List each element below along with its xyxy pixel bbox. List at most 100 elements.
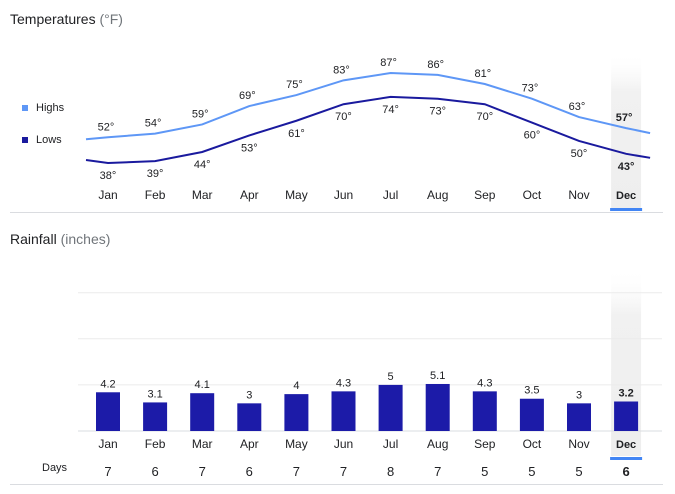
legend-lows: Lows: [22, 134, 62, 146]
rain-bar-dec: [614, 401, 639, 431]
low-label-apr: 53°: [241, 142, 258, 154]
rain-bar-apr: [237, 403, 262, 431]
rainfall-divider: [10, 484, 663, 485]
rain-value-nov: 3: [576, 389, 582, 401]
days-label: Days: [42, 462, 68, 474]
rain-bar-jan: [96, 392, 120, 431]
low-label-jun: 70°: [335, 111, 352, 123]
temp-month-tab-nov: Nov: [568, 188, 589, 202]
rain-month-tab-jun: Jun: [334, 437, 353, 451]
temp-selected-indicator: [610, 208, 643, 211]
low-label-jan: 38°: [100, 170, 117, 182]
high-label-feb: 54°: [145, 118, 162, 130]
rain-days-dec: 6: [622, 464, 629, 479]
temp-month-tab-oct: Oct: [523, 188, 542, 202]
temperatures-title-text: Temperatures: [10, 11, 96, 27]
rain-value-may: 4: [293, 380, 299, 392]
rain-days-jan: 7: [104, 464, 111, 479]
rain-month-tab-oct: Oct: [523, 437, 542, 451]
rainfall-title-text: Rainfall: [10, 231, 57, 247]
rain-value-sep: 4.3: [477, 377, 492, 389]
high-label-aug: 86°: [427, 59, 444, 71]
rain-days-aug: 7: [434, 464, 441, 479]
rain-days-jun: 7: [340, 464, 347, 479]
rain-month-tab-may: May: [285, 437, 308, 451]
temp-month-tab-dec: Dec: [616, 190, 636, 202]
low-label-jul: 74°: [382, 104, 399, 116]
temp-month-tab-jan: Jan: [98, 188, 117, 202]
rain-month-tab-apr: Apr: [240, 437, 259, 451]
temp-month-tab-jun: Jun: [334, 188, 353, 202]
high-label-mar: 59°: [192, 108, 209, 120]
low-label-oct: 60°: [524, 130, 541, 142]
high-label-jul: 87°: [380, 57, 397, 69]
high-label-oct: 73°: [522, 83, 539, 95]
temperatures-unit: (°F): [99, 11, 123, 27]
rain-days-jul: 8: [387, 464, 394, 479]
temperatures-title: Temperatures (°F): [10, 11, 123, 27]
rain-days-apr: 6: [246, 464, 253, 479]
rain-value-oct: 3.5: [524, 385, 539, 397]
rain-value-jun: 4.3: [336, 377, 351, 389]
rain-month-tab-aug: Aug: [427, 437, 448, 451]
rain-month-tab-sep: Sep: [474, 437, 496, 451]
rain-month-tab-jan: Jan: [98, 437, 117, 451]
temp-month-tab-sep: Sep: [474, 188, 496, 202]
rain-month-tab-dec: Dec: [616, 439, 636, 451]
rain-value-apr: 3: [246, 389, 252, 401]
low-label-feb: 39°: [147, 168, 164, 180]
rain-month-tab-nov: Nov: [568, 437, 589, 451]
lows-line: [85, 95, 651, 165]
rain-bar-nov: [567, 403, 591, 431]
legend-lows-label: Lows: [36, 134, 62, 146]
legend-highs-label: Highs: [36, 102, 65, 114]
low-label-nov: 50°: [571, 148, 588, 160]
rain-value-jul: 5: [388, 371, 394, 383]
rainfall-title: Rainfall (inches): [10, 231, 110, 247]
rainfall-unit: (inches): [60, 231, 111, 247]
temp-month-tab-mar: Mar: [192, 188, 213, 202]
high-label-dec: 57°: [616, 112, 633, 124]
rain-bar-jul: [378, 384, 403, 431]
high-label-apr: 69°: [239, 90, 256, 102]
highs-swatch: [22, 105, 28, 112]
rain-bar-sep: [472, 391, 497, 431]
rain-bar-oct: [519, 398, 544, 431]
rain-bar-aug: [425, 383, 450, 431]
highs-line: [85, 71, 651, 141]
high-label-jun: 83°: [333, 64, 350, 76]
rain-value-dec: 3.2: [618, 387, 633, 399]
low-label-may: 61°: [288, 128, 305, 140]
temperature-divider: [10, 212, 663, 213]
rain-month-tab-mar: Mar: [192, 437, 213, 451]
rain-days-may: 7: [293, 464, 300, 479]
temp-month-tab-feb: Feb: [145, 188, 166, 202]
low-label-aug: 73°: [429, 106, 446, 118]
rain-bar-mar: [190, 393, 215, 431]
temp-month-tab-aug: Aug: [427, 188, 448, 202]
rain-days-nov: 5: [575, 464, 582, 479]
rain-value-feb: 3.1: [147, 388, 162, 400]
low-label-sep: 70°: [476, 111, 493, 123]
rain-selected-indicator: [610, 457, 643, 460]
high-label-nov: 63°: [569, 101, 586, 113]
high-label-sep: 81°: [474, 68, 491, 80]
rain-bar-feb: [143, 402, 168, 431]
temp-month-tab-apr: Apr: [240, 188, 259, 202]
temp-month-tab-jul: Jul: [383, 188, 398, 202]
rain-value-mar: 4.1: [195, 379, 210, 391]
high-label-jan: 52°: [98, 121, 115, 133]
rain-bar-may: [284, 394, 309, 431]
lows-swatch: [22, 137, 28, 144]
high-label-may: 75°: [286, 79, 303, 91]
rain-days-oct: 5: [528, 464, 535, 479]
rain-days-feb: 6: [151, 464, 158, 479]
low-label-dec: 43°: [618, 161, 635, 173]
rain-value-aug: 5.1: [430, 370, 445, 382]
rain-value-jan: 4.2: [100, 378, 115, 390]
temp-month-tab-may: May: [285, 188, 308, 202]
legend-highs: Highs: [22, 102, 64, 114]
rain-bar-jun: [331, 391, 356, 431]
rain-month-tab-feb: Feb: [145, 437, 166, 451]
